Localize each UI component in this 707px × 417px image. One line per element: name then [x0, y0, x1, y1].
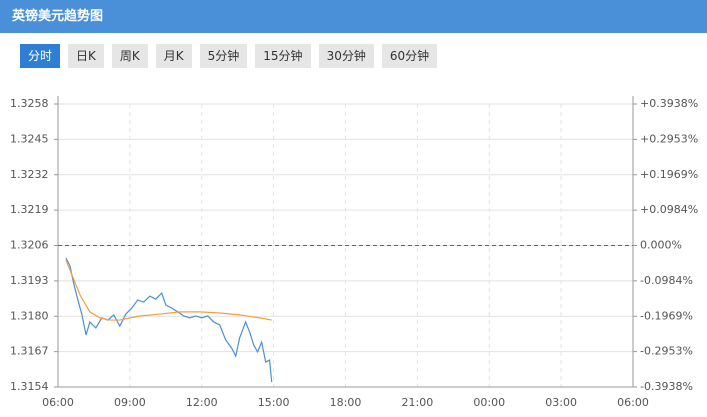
x-tick-label: 00:00 — [473, 396, 505, 409]
y-tick-label: 1.3167 — [10, 345, 49, 358]
y2-tick-label: -0.2953% — [640, 345, 693, 358]
y2-tick-label: +0.3938% — [640, 97, 698, 110]
y2-tick-label: -0.1969% — [640, 309, 693, 322]
x-tick-label: 09:00 — [114, 396, 146, 409]
y-tick-label: 1.3219 — [10, 203, 49, 216]
y2-tick-label: -0.0984% — [640, 274, 693, 287]
tab[interactable]: 日K — [68, 44, 104, 68]
x-tick-label: 12:00 — [186, 396, 218, 409]
x-tick-label: 06:00 — [42, 396, 74, 409]
x-tick-label: 21:00 — [402, 396, 434, 409]
tab[interactable]: 周K — [111, 44, 148, 68]
y-tick-label: 1.3245 — [10, 132, 49, 145]
tab-bar: 分时 日K 周K 月K 5分钟 15分钟 30分钟 60分钟 — [20, 44, 438, 68]
tab[interactable]: 60分钟 — [381, 44, 438, 68]
header-title: 英镑美元趋势图 — [0, 0, 707, 33]
y-tick-label: 1.3206 — [10, 239, 49, 252]
y2-tick-label: 0.000% — [640, 239, 682, 252]
tab[interactable]: 30分钟 — [318, 44, 374, 68]
y-tick-label: 1.3180 — [10, 309, 49, 322]
y2-tick-label: +0.1969% — [640, 168, 698, 181]
x-tick-label: 03:00 — [545, 396, 577, 409]
y-tick-label: 1.3154 — [10, 380, 49, 393]
y-tick-label: 1.3193 — [10, 274, 49, 287]
y2-tick-label: +0.0984% — [640, 203, 698, 216]
x-tick-label: 06:00 — [617, 396, 649, 409]
y-tick-label: 1.3258 — [10, 97, 49, 110]
y2-tick-label: +0.2953% — [640, 132, 698, 145]
price-line — [65, 259, 272, 321]
y-tick-label: 1.3232 — [10, 168, 49, 181]
x-tick-label: 18:00 — [330, 396, 362, 409]
tab[interactable]: 5分钟 — [199, 44, 248, 68]
tab[interactable]: 15分钟 — [255, 44, 311, 68]
y2-tick-label: -0.3938% — [640, 380, 693, 393]
x-tick-label: 15:00 — [258, 396, 290, 409]
tab[interactable]: 分时 — [20, 44, 61, 68]
tab[interactable]: 月K — [155, 44, 192, 68]
price-line — [65, 257, 273, 383]
